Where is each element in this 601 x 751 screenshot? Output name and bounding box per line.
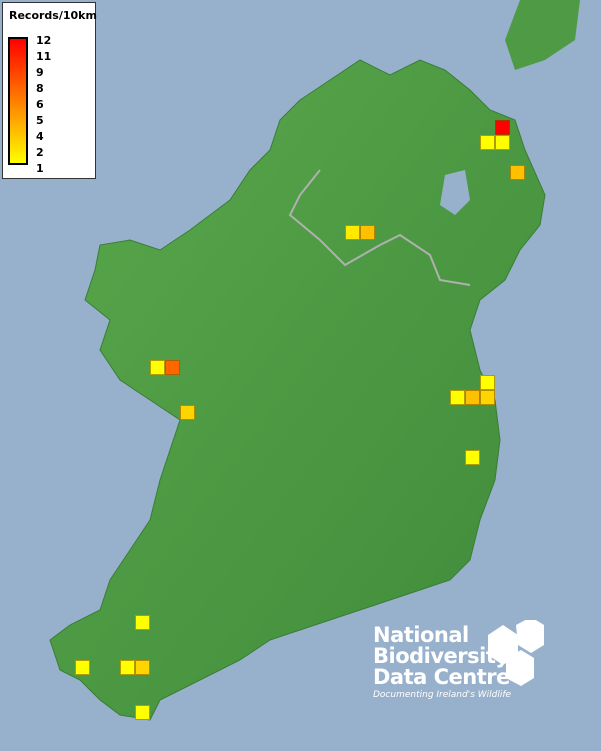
record-square xyxy=(480,375,495,390)
logo-line-1: National xyxy=(373,623,469,647)
legend-tick: 1 xyxy=(36,162,44,175)
ireland-outline xyxy=(49,59,546,721)
record-square xyxy=(450,390,465,405)
nbdc-logo: National Biodiversity Data Centre Docume… xyxy=(373,620,544,700)
legend-tick: 12 xyxy=(36,34,52,47)
logo-line-2: Biodiversity xyxy=(373,644,509,668)
record-square xyxy=(120,660,135,675)
record-square xyxy=(135,660,150,675)
record-square xyxy=(465,390,480,405)
scotland-coast xyxy=(505,0,580,70)
record-square xyxy=(135,705,150,720)
legend-tick: 8 xyxy=(36,82,44,95)
record-square xyxy=(135,615,150,630)
lough-neagh xyxy=(440,170,470,215)
legend-tick: 11 xyxy=(36,50,52,63)
legend: Records/10km 12 11 9 8 6 5 4 2 1 xyxy=(2,2,97,179)
record-square xyxy=(480,135,495,150)
record-square xyxy=(480,390,495,405)
record-square xyxy=(495,135,510,150)
legend-tick: 4 xyxy=(36,130,44,143)
record-square xyxy=(465,450,480,465)
record-square xyxy=(150,360,165,375)
record-square xyxy=(495,120,510,135)
legend-tick: 2 xyxy=(36,146,44,159)
record-square xyxy=(165,360,180,375)
legend-ticks: 12 11 9 8 6 5 4 2 1 xyxy=(36,33,76,177)
record-square xyxy=(345,225,360,240)
legend-tick: 9 xyxy=(36,66,44,79)
northern-ireland-border xyxy=(288,169,471,286)
record-square xyxy=(360,225,375,240)
legend-tick: 6 xyxy=(36,98,44,111)
color-ramp xyxy=(8,37,28,165)
record-square xyxy=(180,405,195,420)
legend-title: Records/10km xyxy=(9,9,97,22)
record-square xyxy=(75,660,90,675)
record-square xyxy=(510,165,525,180)
logo-tagline: Documenting Ireland's Wildlife xyxy=(373,690,512,700)
logo-line-3: Data Centre xyxy=(373,665,510,689)
legend-tick: 5 xyxy=(36,114,44,127)
hexagon-logo-icon xyxy=(488,620,544,686)
